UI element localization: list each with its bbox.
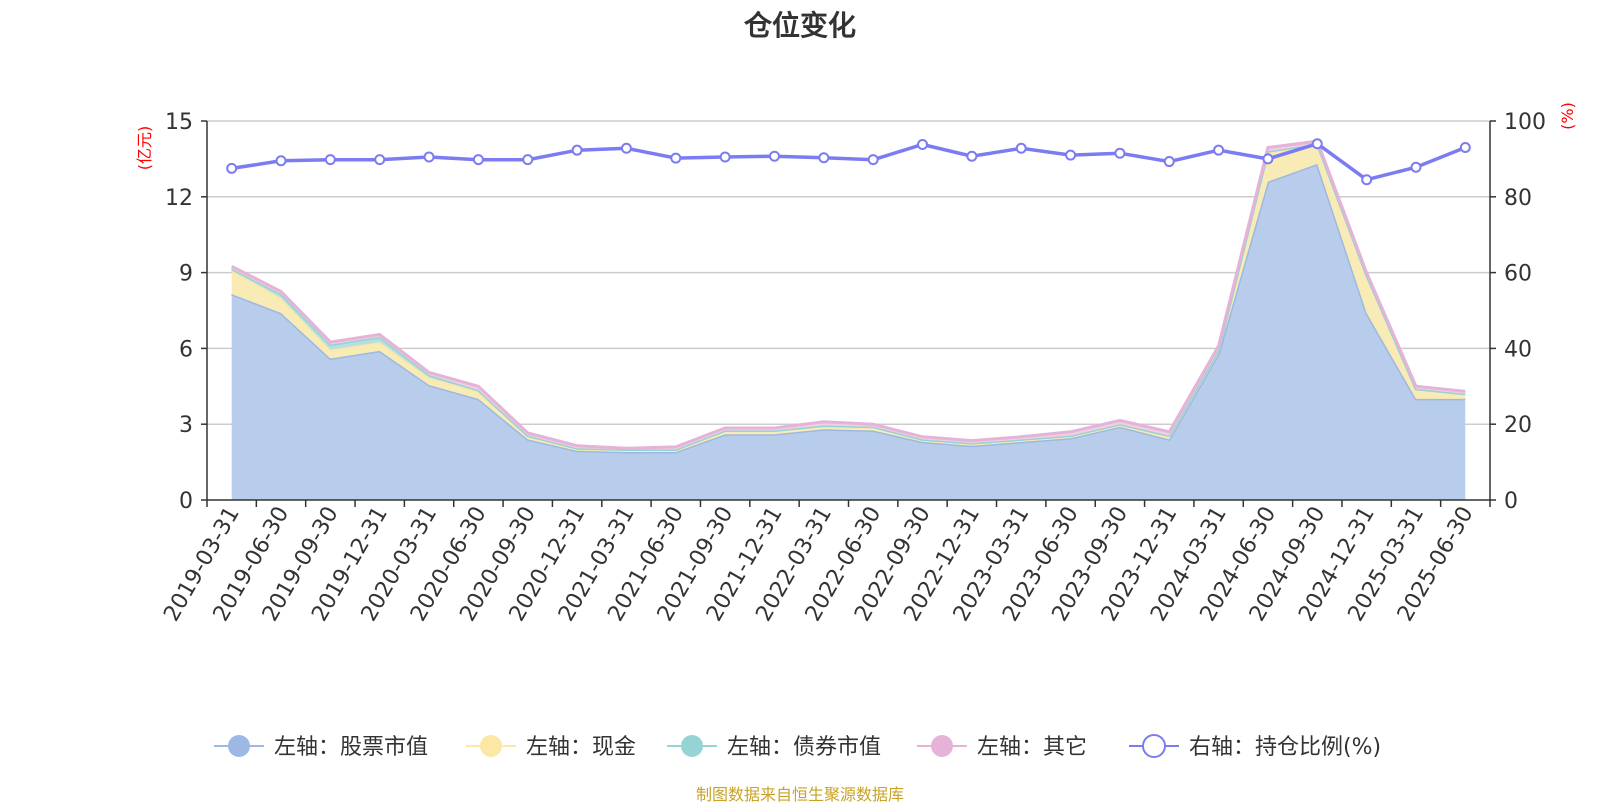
ratio-point <box>670 152 682 164</box>
legend-marker <box>931 735 953 757</box>
right-tick-label: 40 <box>1504 337 1532 362</box>
ratio-point <box>818 152 830 164</box>
right-axis-unit: (%) <box>1558 102 1577 130</box>
legend-marker <box>681 735 703 757</box>
ratio-point <box>324 154 336 166</box>
legend-label: 左轴：债券市值 <box>727 735 881 760</box>
legend-label: 左轴：其它 <box>977 735 1087 760</box>
ratio-point <box>1114 147 1126 159</box>
chart-title: 仓位变化 <box>743 9 856 42</box>
left-tick-label: 0 <box>179 489 193 514</box>
left-tick-label: 9 <box>179 262 193 287</box>
ratio-point <box>719 151 731 163</box>
position-ratio-line <box>226 138 1471 186</box>
legend-label: 右轴：持仓比例(%) <box>1189 735 1381 760</box>
ratio-point <box>275 155 287 167</box>
stacked-areas <box>230 139 1466 500</box>
ratio-line <box>231 141 1466 182</box>
legend-marker <box>1142 734 1166 758</box>
ratio-point <box>1015 142 1027 154</box>
legend-marker <box>480 735 502 757</box>
left-tick-label: 6 <box>179 337 193 362</box>
ratio-point <box>374 154 386 166</box>
ratio-point <box>1065 149 1077 161</box>
legend-label: 左轴：现金 <box>526 735 636 760</box>
ratio-point <box>867 154 879 166</box>
left-tick-label: 3 <box>179 413 193 438</box>
left-tick-label: 15 <box>165 110 193 135</box>
left-tick-label: 12 <box>165 186 193 211</box>
legend: 左轴：股票市值 左轴：现金 左轴：债券市值 左轴：其它 右轴：持仓比例(%) <box>214 734 1381 760</box>
ratio-point <box>423 151 435 163</box>
ratio-point <box>917 138 929 150</box>
ratio-point <box>226 162 238 174</box>
legend-marker <box>228 735 250 757</box>
ratio-point <box>966 150 978 162</box>
ratio-point <box>1459 142 1471 154</box>
right-tick-label: 80 <box>1504 186 1532 211</box>
ratio-point <box>1361 174 1373 186</box>
ratio-point <box>1262 153 1274 165</box>
area-top-line <box>231 139 1466 450</box>
ratio-point <box>1163 156 1175 168</box>
right-tick-label: 20 <box>1504 413 1532 438</box>
right-tick-label: 60 <box>1504 262 1532 287</box>
legend-label: 左轴：股票市值 <box>274 735 428 760</box>
area-左轴：股票市值 <box>231 164 1466 500</box>
ratio-point <box>768 150 780 162</box>
ratio-point <box>1213 144 1225 156</box>
right-tick-label: 100 <box>1504 110 1546 135</box>
ratio-point <box>1311 138 1323 150</box>
ratio-point <box>1410 161 1422 173</box>
left-axis-unit: (亿元) <box>135 126 154 171</box>
ratio-point <box>571 144 583 156</box>
ratio-point <box>472 154 484 166</box>
ratio-point <box>620 142 632 154</box>
right-tick-label: 0 <box>1504 489 1518 514</box>
ratio-point <box>522 154 534 166</box>
data-source-note: 制图数据来自恒生聚源数据库 <box>695 785 904 804</box>
